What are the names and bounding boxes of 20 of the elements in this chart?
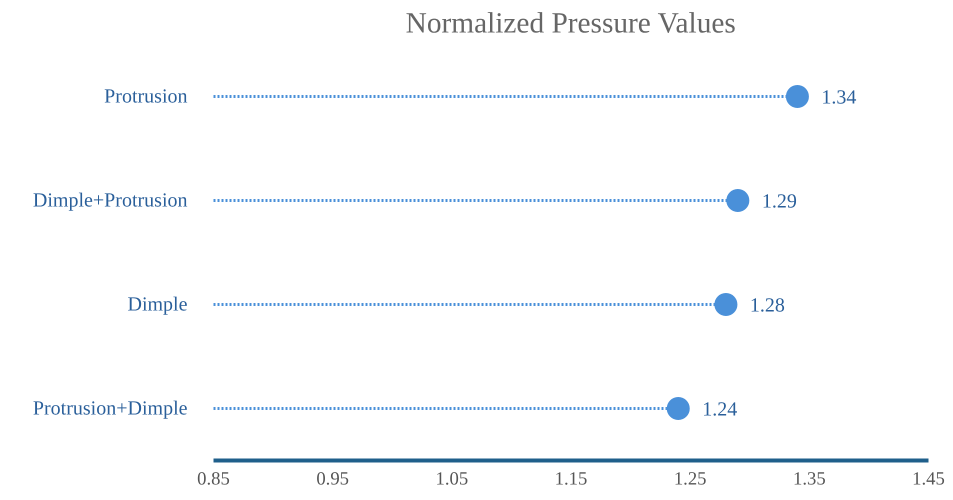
- x-tick-label: 1.15: [554, 468, 588, 490]
- point: [786, 85, 809, 108]
- point: [726, 189, 750, 212]
- point: [666, 397, 690, 420]
- y-tick-label: Protrusion: [104, 86, 188, 108]
- data-label: 1.34: [821, 86, 856, 108]
- x-tick-label: 1.05: [436, 468, 468, 490]
- x-tick-label: 1.25: [674, 468, 706, 490]
- point: [714, 293, 738, 316]
- y-tick-label: Protrusion+Dimple: [32, 398, 188, 420]
- x-tick-label: 0.95: [316, 468, 349, 490]
- y-tick-label: Dimple+Protrusion: [32, 190, 188, 212]
- x-tick-label: 0.85: [197, 468, 230, 490]
- data-label: 1.29: [762, 190, 797, 212]
- x-tick-label: 1.45: [912, 468, 945, 490]
- x-tick-label: 1.35: [793, 468, 826, 490]
- chart-title: Normalized Pressure Values: [406, 8, 736, 40]
- y-tick-label: Dimple: [128, 294, 188, 316]
- data-label: 1.28: [750, 294, 785, 316]
- data-label: 1.24: [702, 398, 738, 420]
